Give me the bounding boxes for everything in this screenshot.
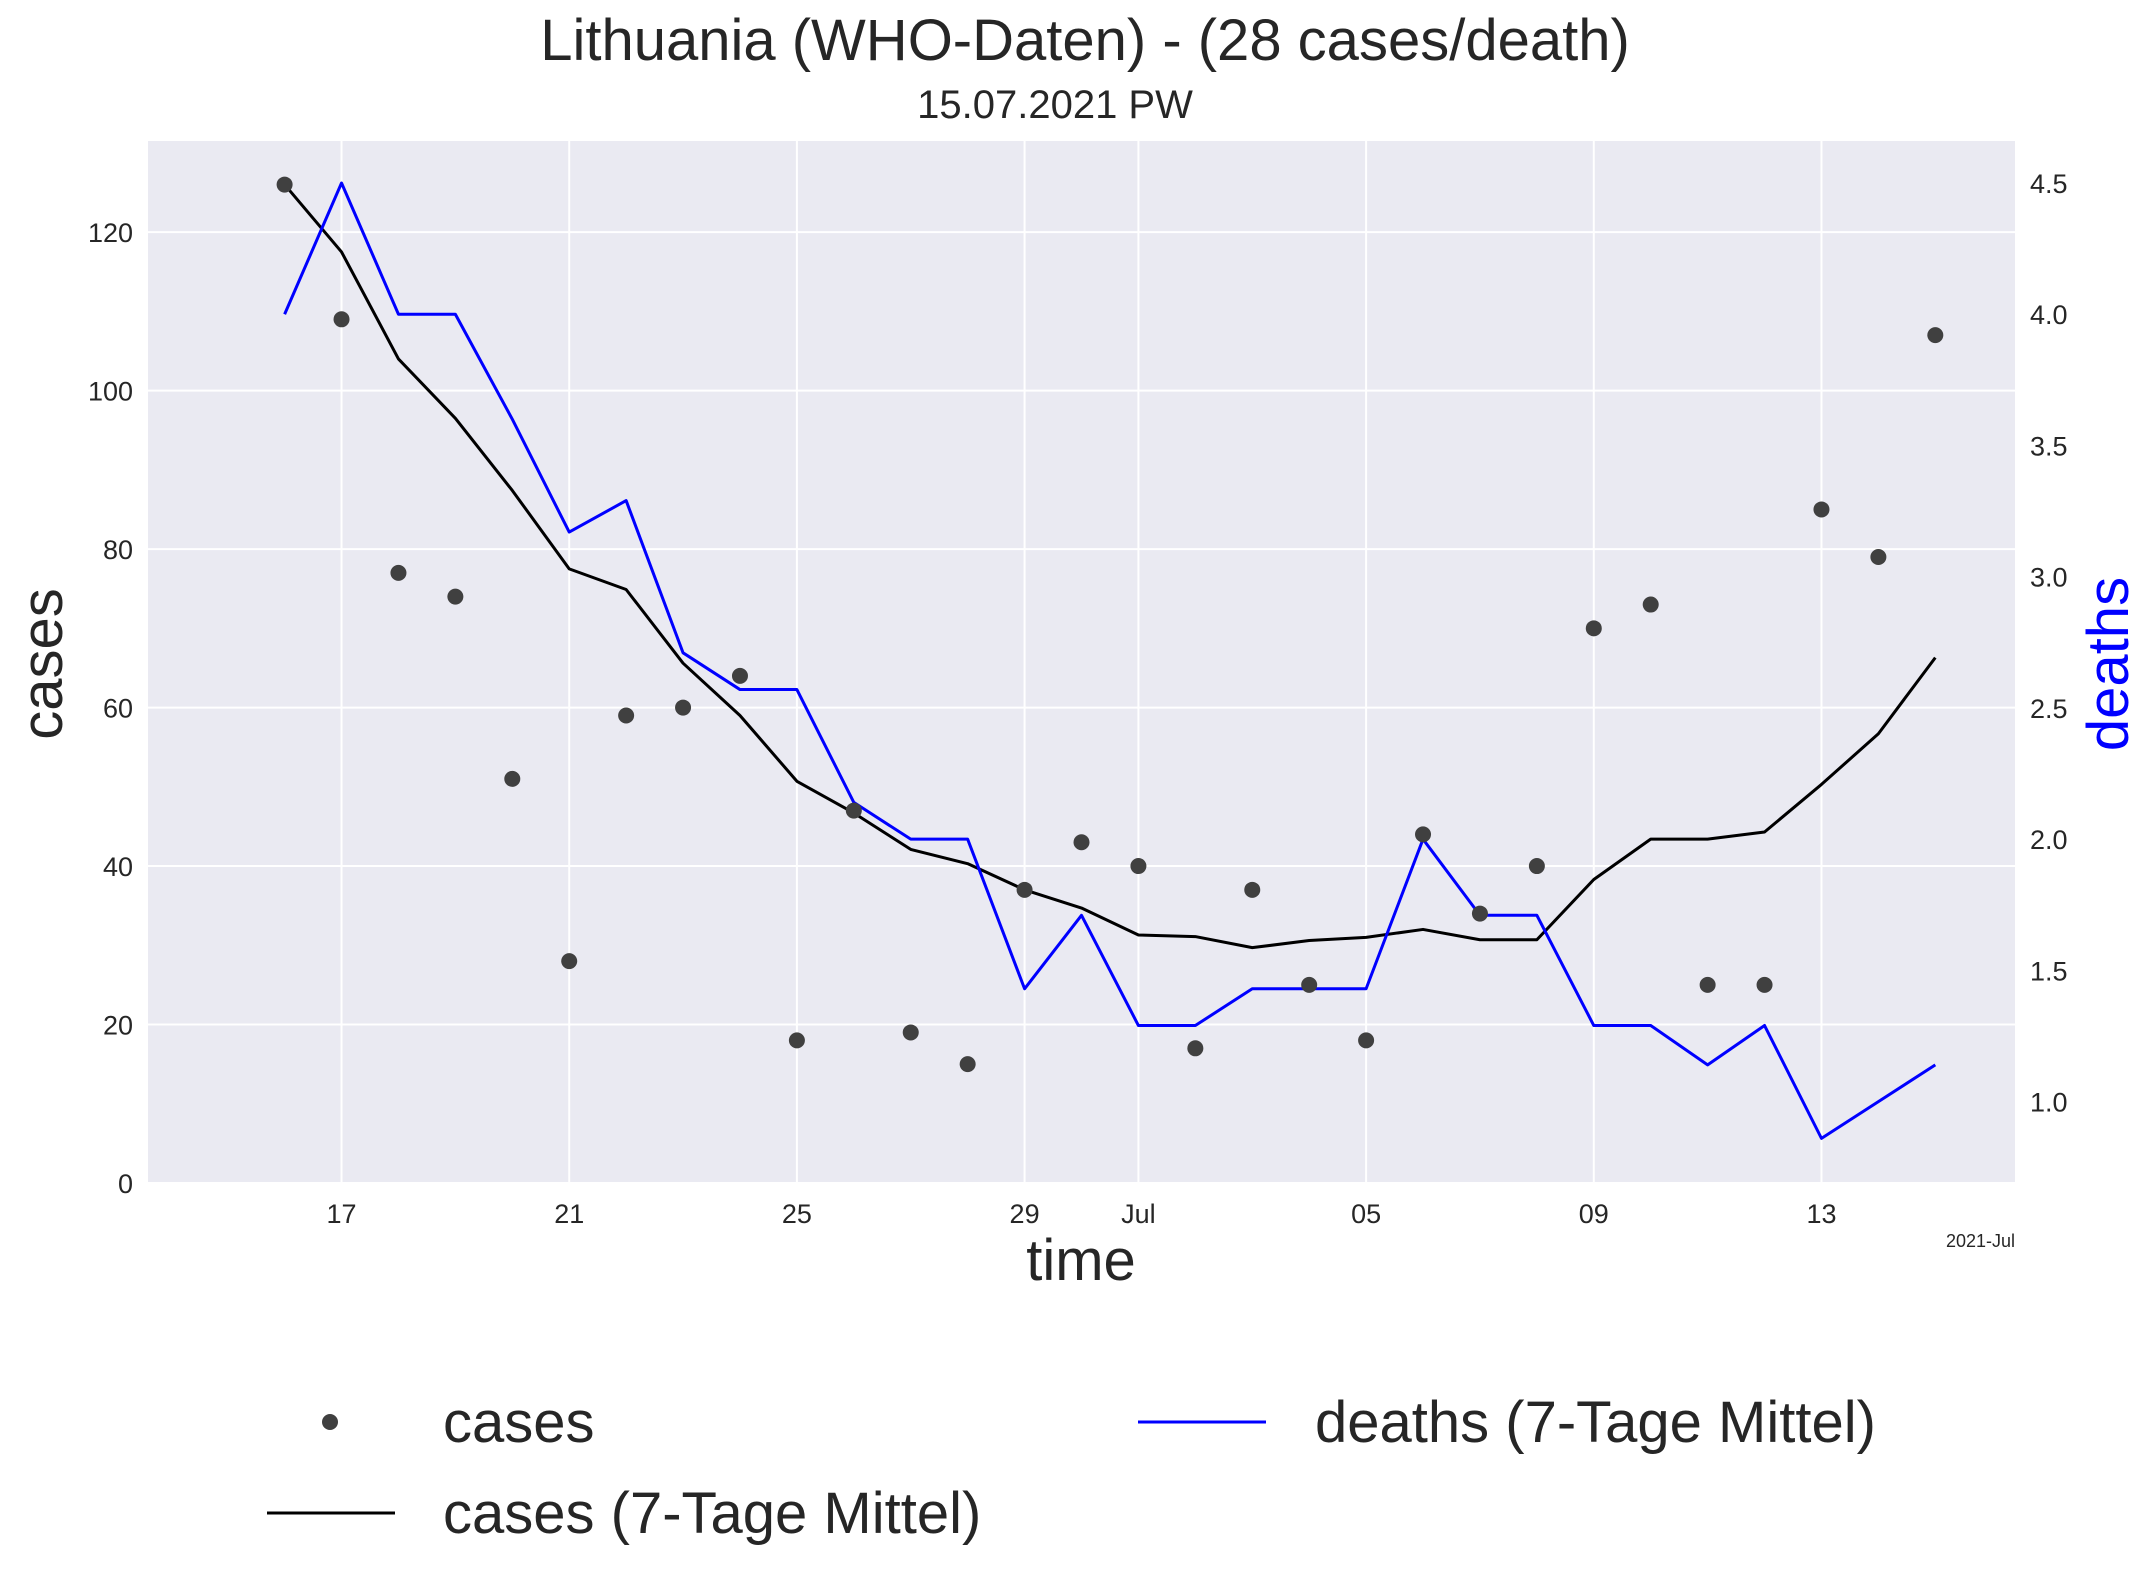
x-tick-label: 05 — [1351, 1199, 1381, 1229]
cases-point — [504, 770, 521, 787]
x-tick-label: 13 — [1806, 1199, 1836, 1229]
cases-point — [845, 802, 862, 819]
y-tick-label: 20 — [103, 1011, 133, 1041]
y2-tick-label: 3.0 — [2030, 563, 2068, 593]
cases-point — [959, 1056, 976, 1073]
y-axis-label: cases — [10, 588, 75, 740]
chart-title: Lithuania (WHO-Daten) - (28 cases/death) — [540, 8, 1630, 73]
legend-label-deaths-avg: deaths (7-Tage Mittel) — [1315, 1390, 1876, 1455]
cases-point — [902, 1024, 919, 1041]
cases-point — [788, 1032, 805, 1049]
y-tick-label: 60 — [103, 694, 133, 724]
x-tick-label: Jul — [1121, 1199, 1156, 1229]
y2-axis-label: deaths — [2076, 577, 2141, 751]
x-tick-label: 29 — [1010, 1199, 1040, 1229]
cases-point — [1016, 881, 1033, 898]
cases-point — [1130, 858, 1147, 875]
cases-point — [1073, 834, 1090, 851]
y2-tick-label: 2.5 — [2030, 694, 2068, 724]
y2-tick-label: 4.0 — [2030, 300, 2068, 330]
y-tick-label: 100 — [88, 377, 133, 407]
x-tick-label: 17 — [327, 1199, 357, 1229]
cases-point — [731, 667, 748, 684]
cases-point — [1699, 976, 1716, 993]
legend: cases cases (7-Tage Mittel) deaths (7-Ta… — [267, 1390, 1876, 1546]
y2-tick-label: 2.0 — [2030, 825, 2068, 855]
cases-point — [561, 953, 578, 970]
y2-tick-label: 3.5 — [2030, 431, 2068, 461]
y-tick-label: 120 — [88, 218, 133, 248]
cases-7day-average-line — [283, 183, 1937, 950]
cases-point — [1301, 976, 1318, 993]
series-layer — [276, 176, 1944, 1140]
x-tick-label: 09 — [1579, 1199, 1609, 1229]
y2-tick-label: 1.5 — [2030, 956, 2068, 986]
y-tick-label: 80 — [103, 535, 133, 565]
grid — [148, 141, 2015, 1184]
cases-point — [1813, 501, 1830, 518]
cases-point — [1927, 327, 1944, 344]
cases-point — [1244, 881, 1261, 898]
y-tick-label: 40 — [103, 852, 133, 882]
cases-point — [1415, 826, 1432, 843]
legend-marker-cases — [322, 1414, 338, 1430]
cases-point — [333, 311, 350, 328]
cases-point — [1870, 549, 1887, 566]
x-tick-label: 25 — [782, 1199, 812, 1229]
x-axis-label: time — [1026, 1228, 1136, 1293]
cases-point — [675, 699, 692, 716]
x-axis-offset-label: 2021-Jul — [1946, 1231, 2015, 1251]
plot-area — [148, 141, 2015, 1183]
cases-point — [1358, 1032, 1375, 1049]
cases-point — [276, 176, 293, 193]
cases-point — [1528, 858, 1545, 875]
chart-subtitle: 15.07.2021 PW — [917, 83, 1193, 127]
y2-tick-label: 1.0 — [2030, 1088, 2068, 1118]
y-tick-label: 0 — [118, 1169, 133, 1199]
legend-label-cases-avg: cases (7-Tage Mittel) — [443, 1481, 981, 1546]
cases-point — [1187, 1040, 1204, 1057]
cases-point — [447, 588, 464, 605]
cases-point — [618, 707, 635, 724]
deaths-7day-average-line — [283, 181, 1937, 1140]
cases-point — [1471, 905, 1488, 922]
cases-point — [1585, 620, 1602, 637]
cases-point — [390, 564, 407, 581]
cases-point — [1642, 596, 1659, 613]
legend-label-cases: cases — [443, 1390, 595, 1455]
cases-point — [1756, 976, 1773, 993]
tick-labels: 17 21 25 29 Jul 05 09 13 0 20 40 60 80 100 120 1.0 1.5 2.… — [88, 169, 2068, 1229]
x-tick-label: 21 — [554, 1199, 584, 1229]
y2-tick-label: 4.5 — [2030, 169, 2068, 199]
